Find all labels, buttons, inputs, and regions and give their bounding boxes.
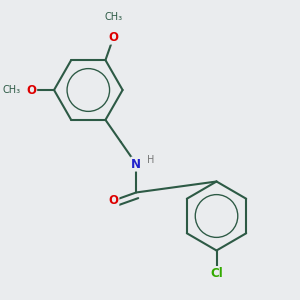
Text: CH₃: CH₃ bbox=[104, 12, 123, 22]
Text: O: O bbox=[109, 31, 118, 44]
Text: H: H bbox=[148, 154, 155, 165]
Text: CH₃: CH₃ bbox=[2, 85, 20, 95]
Text: N: N bbox=[131, 158, 141, 171]
Text: O: O bbox=[108, 194, 118, 207]
Text: Cl: Cl bbox=[210, 267, 223, 280]
Text: O: O bbox=[26, 83, 36, 97]
